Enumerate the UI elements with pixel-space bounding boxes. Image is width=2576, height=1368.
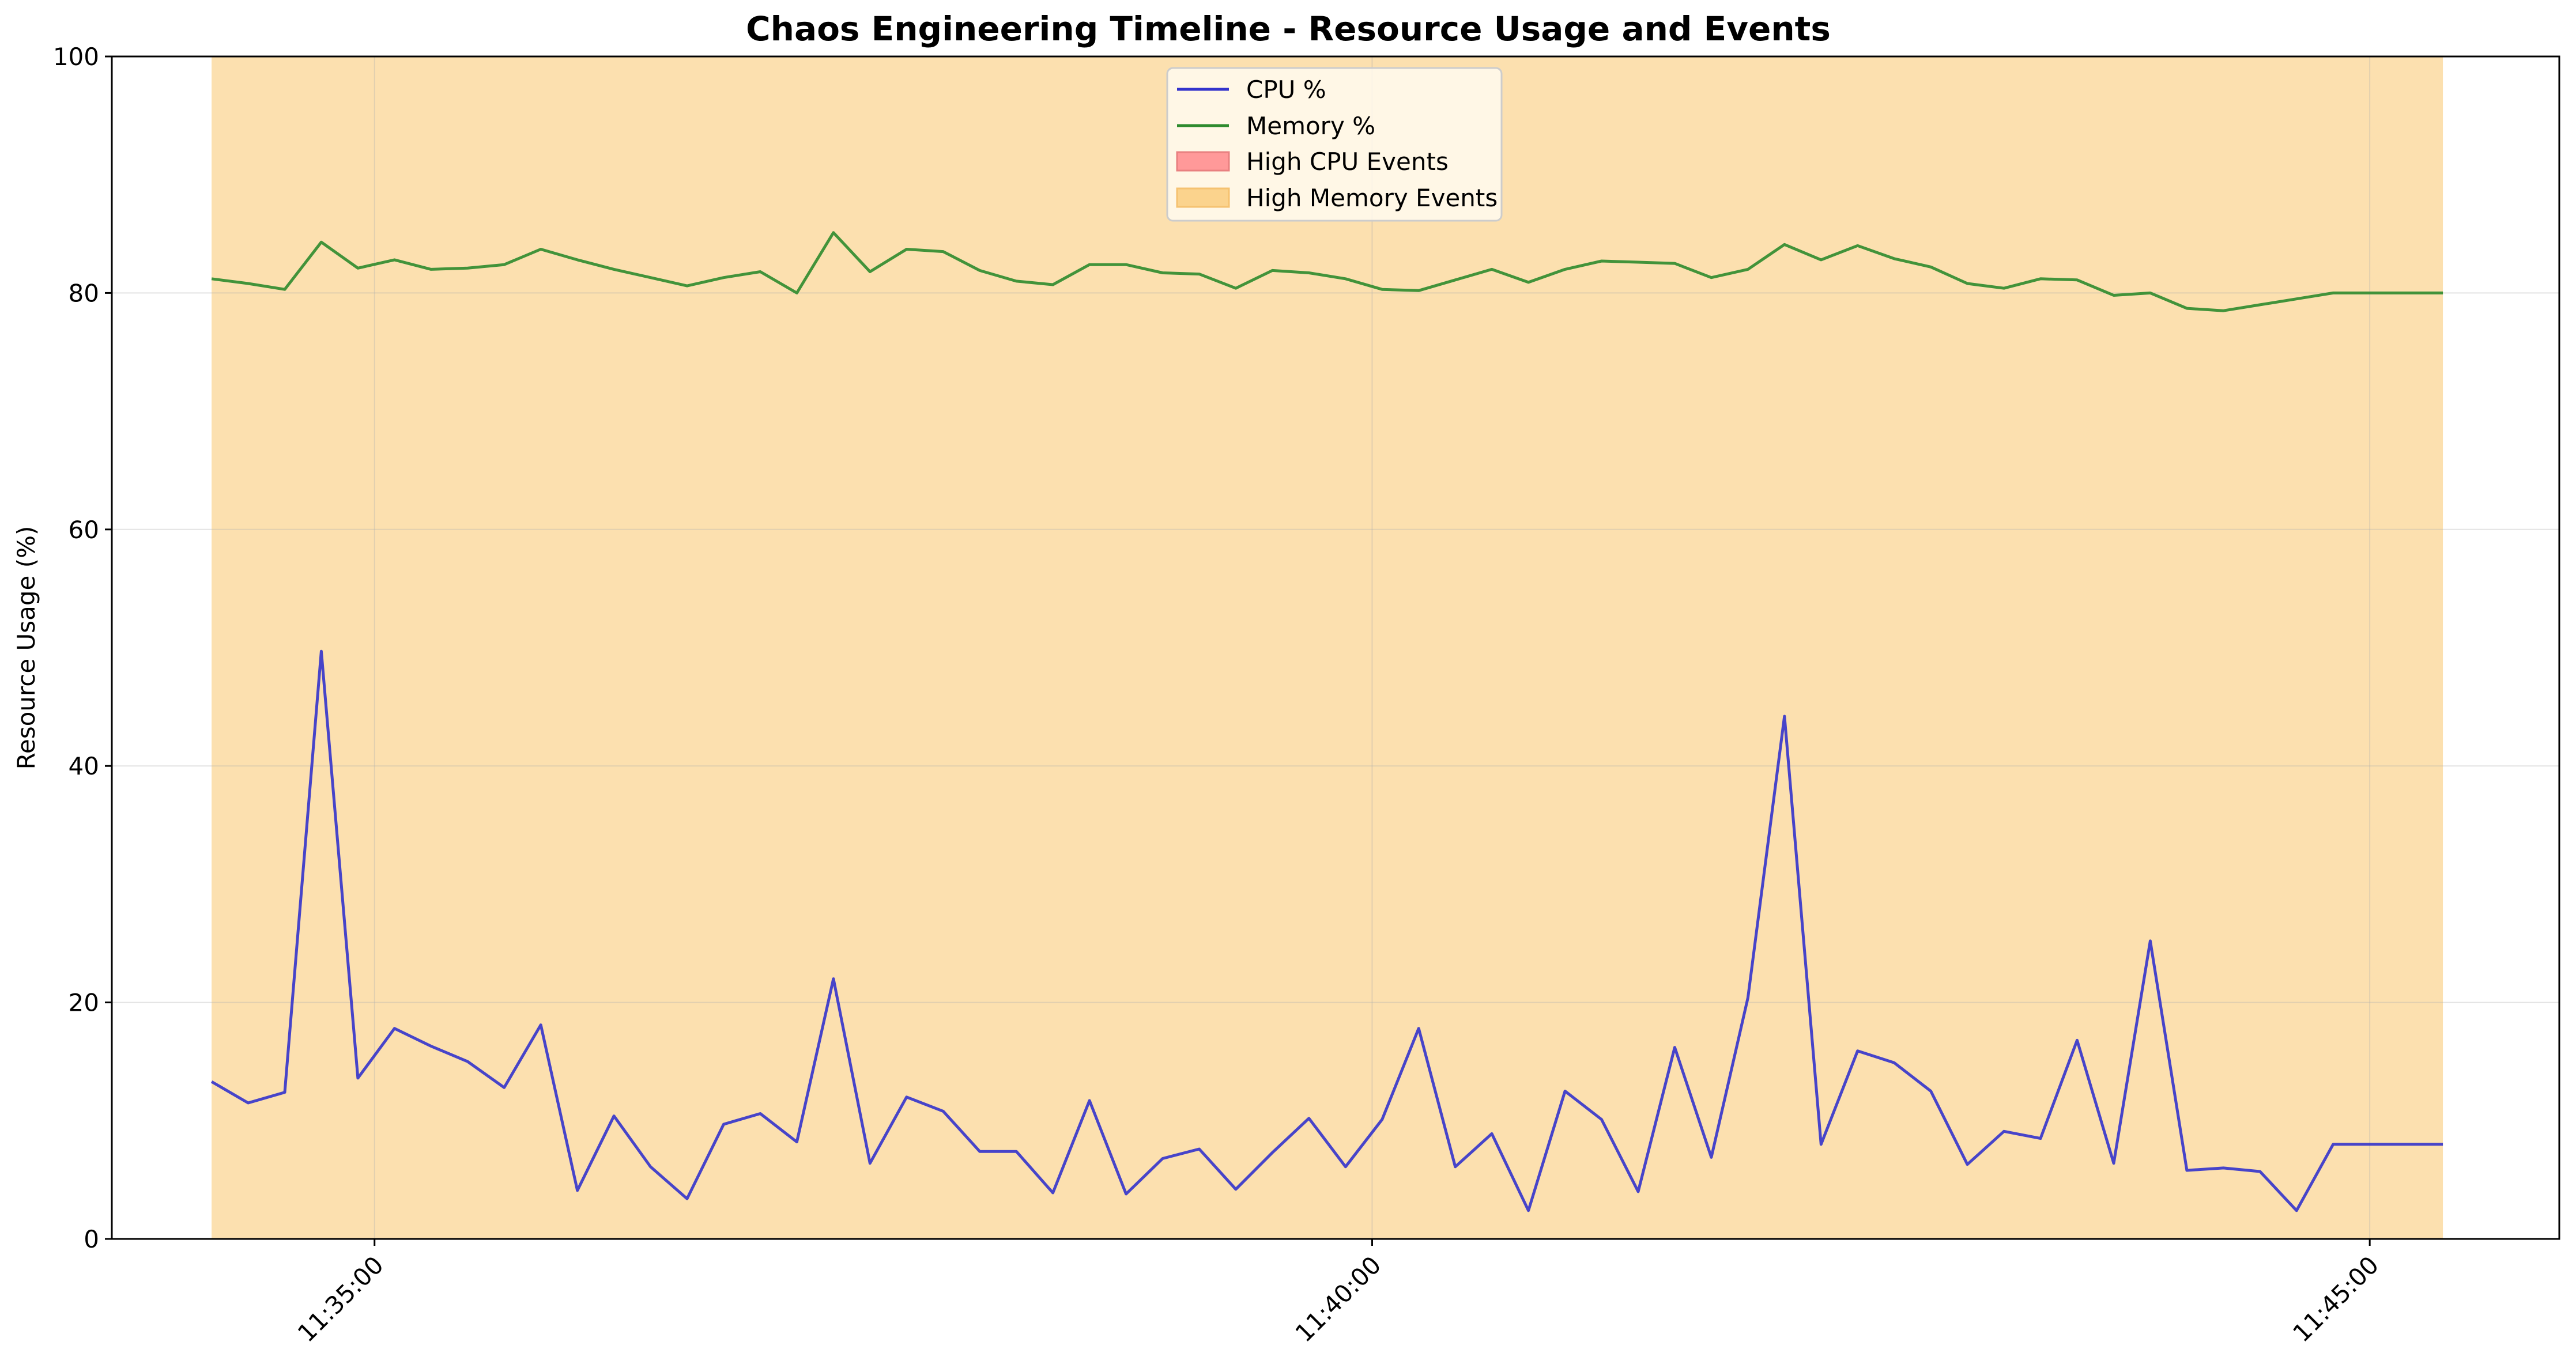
event-span-high-memory-0 (212, 56, 2443, 1239)
legend-cpu-label: CPU % (1246, 75, 1326, 104)
y-tick-label: 100 (53, 43, 99, 71)
legend: CPU % Memory % High CPU Events High Memo… (1166, 67, 1503, 222)
plot-frame (111, 55, 2560, 1240)
grid-lines (112, 56, 2559, 1239)
y-tick-label: 80 (69, 279, 99, 307)
y-tick-label: 0 (84, 1225, 99, 1253)
legend-high-memory-swatch (1176, 187, 1230, 208)
x-tick-label: 11:35:00 (292, 1250, 389, 1347)
legend-memory-label: Memory % (1246, 112, 1375, 140)
y-tick-label: 40 (69, 752, 99, 780)
legend-high-memory-label: High Memory Events (1246, 184, 1498, 212)
x-tick-label: 11:45:00 (2287, 1250, 2384, 1347)
y-axis-label: Resource Usage (%) (12, 526, 40, 770)
legend-high-cpu-swatch (1176, 151, 1230, 172)
y-tick-label: 60 (69, 516, 99, 544)
chart-title: Chaos Engineering Timeline - Resource Us… (746, 9, 1831, 48)
legend-high-cpu-label: High CPU Events (1246, 148, 1449, 176)
series-lines (210, 231, 2443, 1212)
memory-series-line (211, 231, 2443, 312)
legend-frame (1166, 67, 1503, 222)
cpu-series-line (210, 649, 2443, 1212)
event-spans (212, 56, 2443, 1239)
x-tick-label: 11:40:00 (1289, 1250, 1386, 1347)
y-tick-label: 20 (69, 989, 99, 1017)
